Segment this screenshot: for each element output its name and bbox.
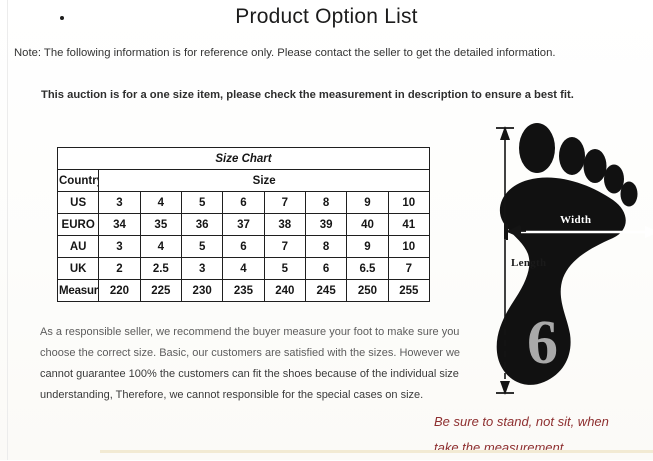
- cell-uk-2: 3: [180, 257, 224, 280]
- cell-us-4: 7: [263, 191, 306, 214]
- width-label: Width: [560, 214, 592, 226]
- footprint-icon: [496, 123, 638, 385]
- advisory-line-1: Be sure to stand, not sit, when: [434, 414, 609, 429]
- bottom-divider: [100, 450, 653, 453]
- cell-au-6: 9: [346, 235, 389, 258]
- table-row-header: Country Size: [56, 169, 430, 192]
- row-label-au: AU: [56, 235, 100, 258]
- cell-mm-4: 240: [263, 279, 306, 302]
- cell-mm-7: 255: [387, 279, 431, 302]
- cell-us-1: 4: [139, 191, 182, 214]
- cell-uk-1: 2.5: [139, 257, 182, 280]
- cell-uk-6: 6.5: [346, 257, 389, 280]
- size-chart-container: Size Chart Country Size US 3 4 5 6 7 8 9…: [56, 147, 431, 302]
- cell-uk-4: 5: [263, 257, 306, 280]
- auction-description-text: This auction is for a one size item, ple…: [41, 89, 574, 101]
- cell-euro-1: 35: [139, 213, 182, 236]
- table-row: US 3 4 5 6 7 8 9 10: [56, 191, 431, 214]
- table-row-title: Size Chart: [57, 147, 430, 170]
- watermark-number: 6: [527, 309, 558, 377]
- cell-us-3: 6: [222, 191, 265, 214]
- cell-us-5: 8: [304, 191, 348, 214]
- cell-euro-6: 40: [346, 213, 389, 236]
- responsibility-line-2: choose the correct size. Basic, our cust…: [40, 347, 461, 359]
- responsibility-line-3: cannot guarantee 100% the customers can …: [40, 368, 459, 380]
- cell-uk-7: 7: [387, 257, 431, 280]
- cell-euro-4: 38: [263, 213, 306, 236]
- cell-mm-1: 225: [139, 279, 182, 302]
- cell-us-0: 3: [98, 191, 141, 214]
- row-label-euro: EURO: [56, 213, 100, 236]
- scan-edge-line: [7, 0, 8, 460]
- bullet-point-icon: [60, 16, 64, 20]
- size-chart-table: Size Chart Country Size US 3 4 5 6 7 8 9…: [56, 147, 431, 302]
- cell-mm-6: 250: [346, 279, 389, 302]
- cell-uk-5: 6: [304, 257, 348, 280]
- table-row: AU 3 4 5 6 7 8 9 10: [56, 235, 431, 258]
- cell-us-6: 9: [346, 191, 389, 214]
- responsibility-paragraph: As a responsible seller, we recommend th…: [40, 322, 470, 406]
- cell-mm-5: 245: [304, 279, 348, 302]
- cell-au-1: 4: [139, 235, 182, 258]
- column-header-size: Size: [98, 169, 430, 192]
- cell-mm-2: 230: [180, 279, 224, 302]
- cell-au-4: 7: [263, 235, 306, 258]
- cell-au-0: 3: [98, 235, 141, 258]
- cell-uk-0: 2: [98, 257, 141, 280]
- table-row: EURO 34 35 36 37 38 39 40 41: [56, 213, 431, 236]
- cell-euro-2: 36: [180, 213, 224, 236]
- length-label: Length: [511, 257, 547, 269]
- responsibility-line-4: understanding, Therefore, we cannot resp…: [40, 389, 424, 401]
- page-title: Product Option List: [235, 5, 418, 28]
- row-label-measurement: Measurement (mm): [56, 279, 100, 302]
- measurement-advisory: Be sure to stand, not sit, when take the…: [434, 409, 649, 461]
- width-arrow-left-cap-icon: [504, 223, 526, 239]
- size-chart-title: Size Chart: [57, 147, 430, 170]
- responsibility-line-1: As a responsible seller, we recommend th…: [40, 326, 460, 338]
- cell-us-2: 5: [180, 191, 224, 214]
- cell-euro-3: 37: [222, 213, 265, 236]
- table-row: Measurement (mm) 220 225 230 235 240 245…: [56, 279, 431, 302]
- reference-note-text: Note: The following information is for r…: [14, 47, 556, 59]
- table-row: UK 2 2.5 3 4 5 6 6.5 7: [56, 257, 431, 280]
- advisory-line-2: take the measurement: [434, 440, 564, 455]
- cell-au-3: 6: [222, 235, 265, 258]
- cell-us-7: 10: [387, 191, 431, 214]
- cell-euro-0: 34: [98, 213, 141, 236]
- row-label-uk: UK: [56, 257, 100, 280]
- cell-mm-0: 220: [98, 279, 141, 302]
- cell-mm-3: 235: [222, 279, 265, 302]
- column-header-country: Country: [56, 169, 100, 192]
- cell-au-7: 10: [387, 235, 431, 258]
- cell-euro-5: 39: [304, 213, 348, 236]
- row-label-us: US: [56, 191, 100, 214]
- foot-measurement-diagram: [470, 118, 653, 403]
- cell-au-2: 5: [180, 235, 224, 258]
- cell-euro-7: 41: [387, 213, 431, 236]
- cell-uk-3: 4: [222, 257, 265, 280]
- cell-au-5: 8: [304, 235, 348, 258]
